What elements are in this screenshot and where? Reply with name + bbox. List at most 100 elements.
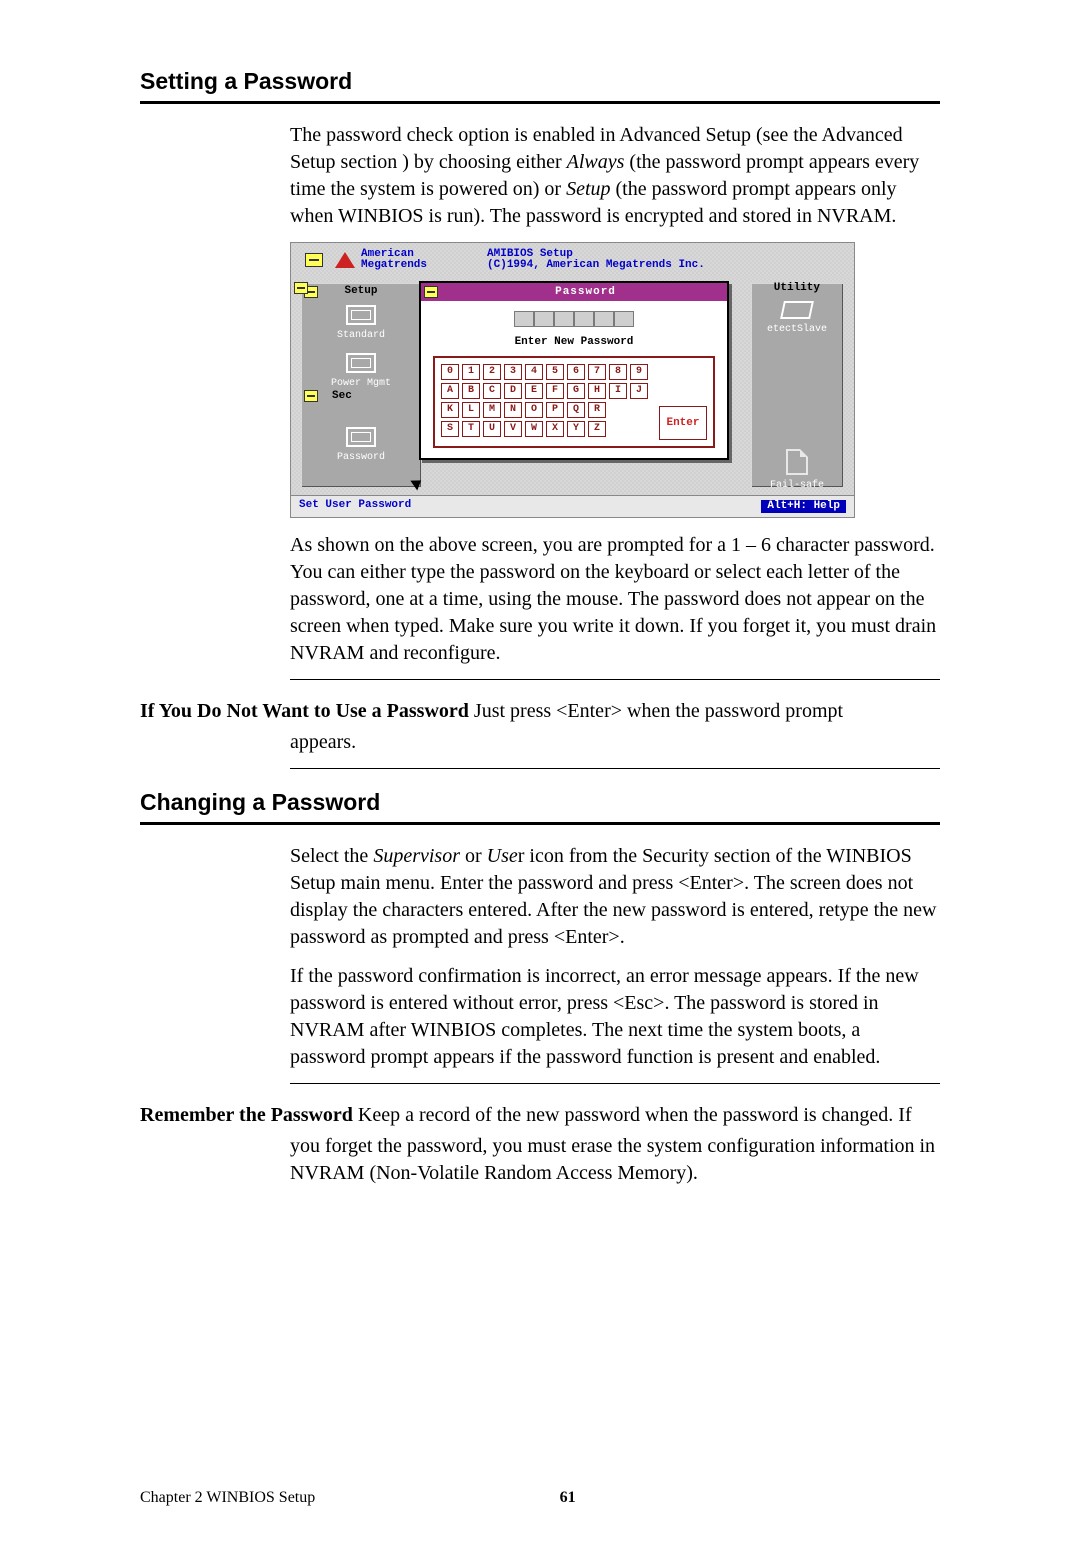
failsafe-item[interactable]: Fail-safe (751, 431, 843, 497)
password-label: Password (301, 453, 421, 463)
key-Y[interactable]: Y (567, 421, 585, 437)
pw-slot[interactable] (594, 311, 614, 327)
key-4[interactable]: 4 (525, 364, 543, 380)
security-label: Sec (332, 391, 352, 402)
key-B[interactable]: B (462, 383, 480, 399)
key-6[interactable]: 6 (567, 364, 585, 380)
key-3[interactable]: 3 (504, 364, 522, 380)
tip-remember-password: Remember the Password Keep a record of t… (140, 1102, 940, 1129)
brand-line2: Megatrends (361, 260, 427, 271)
bios-sysmenu-icon[interactable] (305, 253, 323, 267)
pw-slot[interactable] (554, 311, 574, 327)
dialog-titlebar: Password (421, 283, 727, 301)
key-E[interactable]: E (525, 383, 543, 399)
key-M[interactable]: M (483, 402, 501, 418)
c1-italic-use: Use (487, 845, 518, 867)
key-S[interactable]: S (441, 421, 459, 437)
bios-screenshot: American Megatrends AMIBIOS Setup (C)199… (290, 242, 855, 518)
heading-changing-password: Changing a Password (140, 787, 940, 825)
key-W[interactable]: W (525, 421, 543, 437)
setup-panel: Setup Standard Power Mgmt Sec (301, 283, 421, 487)
detect-slave-label: etectSlave (751, 325, 843, 335)
pw-slot[interactable] (514, 311, 534, 327)
tip1-rest-b: appears. (290, 729, 940, 756)
dialog-prompt: Enter New Password (421, 337, 727, 348)
bios-header: American Megatrends AMIBIOS Setup (C)199… (291, 243, 854, 277)
key-P[interactable]: P (546, 402, 564, 418)
tip1-rest-a: Just press <Enter> when the password pro… (469, 700, 843, 722)
bios-title: AMIBIOS Setup (C)1994, American Megatren… (487, 249, 705, 271)
key-H[interactable]: H (588, 383, 606, 399)
security-sysmenu-icon[interactable] (304, 390, 318, 402)
standard-icon (346, 305, 376, 325)
key-O[interactable]: O (525, 402, 543, 418)
key-Q[interactable]: Q (567, 402, 585, 418)
tip2-lead: Remember the Password (140, 1104, 353, 1126)
key-A[interactable]: A (441, 383, 459, 399)
key-0[interactable]: 0 (441, 364, 459, 380)
rule (290, 679, 940, 680)
dialog-sysmenu-icon[interactable] (424, 286, 438, 298)
bios-title2: (C)1994, American Megatrends Inc. (487, 260, 705, 271)
rule (290, 768, 940, 769)
ami-logo-icon (335, 250, 361, 270)
key-9[interactable]: 9 (630, 364, 648, 380)
power-mgmt-label: Power Mgmt (301, 379, 421, 389)
changing-body: Select the Supervisor or User icon from … (290, 843, 940, 1084)
password-item[interactable]: Password (301, 423, 421, 471)
status-help[interactable]: Alt+H: Help (761, 500, 846, 513)
utility-sysmenu-icon[interactable] (294, 282, 308, 294)
password-icon (346, 427, 376, 447)
status-left: Set User Password (299, 500, 411, 513)
bios-brand: American Megatrends (361, 249, 427, 271)
key-7[interactable]: 7 (588, 364, 606, 380)
pw-slot[interactable] (574, 311, 594, 327)
tip-no-password: If You Do Not Want to Use a Password Jus… (140, 698, 940, 725)
key-L[interactable]: L (462, 402, 480, 418)
p1-italic-always: Always (567, 151, 625, 173)
footer-chapter: Chapter 2 WINBIOS Setup (140, 1487, 315, 1509)
key-C[interactable]: C (483, 383, 501, 399)
setting-paragraph-2: As shown on the above screen, you are pr… (290, 532, 940, 667)
key-Z[interactable]: Z (588, 421, 606, 437)
setting-paragraph-1: The password check option is enabled in … (290, 122, 940, 230)
tip2-rest-b: you forget the password, you must erase … (290, 1133, 940, 1187)
key-U[interactable]: U (483, 421, 501, 437)
kb-row-0: 0123456789 (441, 364, 707, 380)
key-V[interactable]: V (504, 421, 522, 437)
page-footer: Chapter 2 WINBIOS Setup 61 (140, 1487, 940, 1509)
standard-item[interactable]: Standard (301, 301, 421, 349)
key-K[interactable]: K (441, 402, 459, 418)
tip1-lead: If You Do Not Want to Use a Password (140, 700, 469, 722)
key-1[interactable]: 1 (462, 364, 480, 380)
key-enter[interactable]: Enter (659, 406, 707, 440)
password-slots (421, 311, 727, 331)
tip2-rest-a: Keep a record of the new password when t… (353, 1104, 912, 1126)
key-R[interactable]: R (588, 402, 606, 418)
key-N[interactable]: N (504, 402, 522, 418)
c1a: Select the (290, 845, 373, 867)
setting-body: The password check option is enabled in … (290, 122, 940, 680)
key-T[interactable]: T (462, 421, 480, 437)
key-I[interactable]: I (609, 383, 627, 399)
c1b: or (460, 845, 487, 867)
pw-slot[interactable] (614, 311, 634, 327)
failsafe-label: Fail-safe (751, 481, 843, 491)
key-2[interactable]: 2 (483, 364, 501, 380)
key-J[interactable]: J (630, 383, 648, 399)
footer-page-number: 61 (560, 1487, 576, 1509)
rule (290, 1083, 940, 1084)
standard-label: Standard (301, 331, 421, 341)
key-G[interactable]: G (567, 383, 585, 399)
key-8[interactable]: 8 (609, 364, 627, 380)
pw-slot[interactable] (534, 311, 554, 327)
detect-slave-icon (782, 301, 812, 319)
heading-setting-password: Setting a Password (140, 66, 940, 104)
key-X[interactable]: X (546, 421, 564, 437)
key-5[interactable]: 5 (546, 364, 564, 380)
key-F[interactable]: F (546, 383, 564, 399)
key-D[interactable]: D (504, 383, 522, 399)
power-mgmt-icon (346, 353, 376, 373)
kb-row-1: ABCDEFGHIJ (441, 383, 707, 399)
setup-title: Setup (301, 283, 421, 301)
